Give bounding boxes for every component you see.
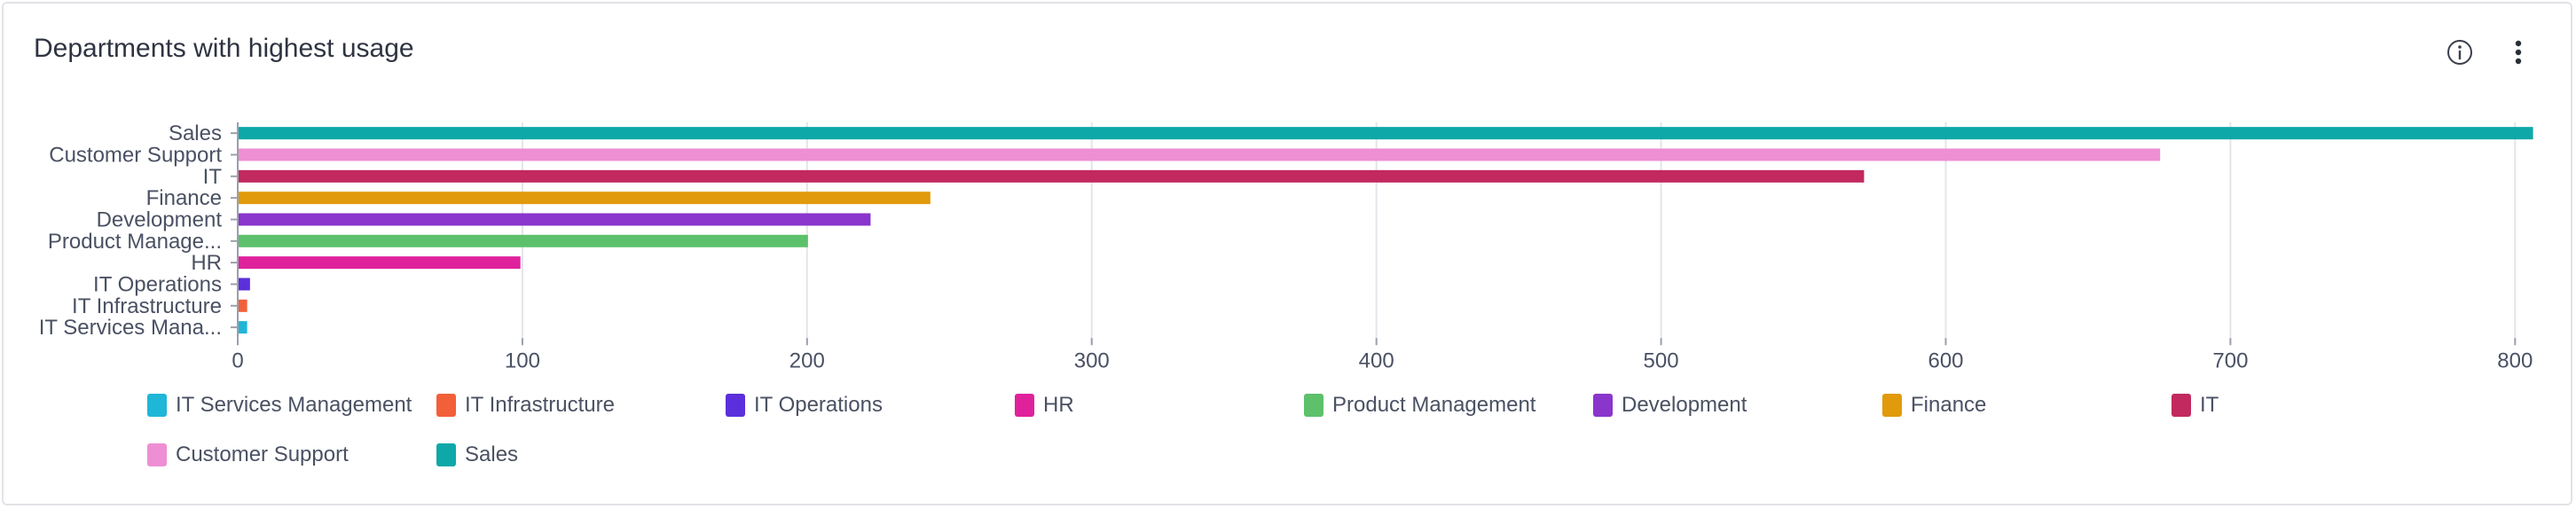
bar	[239, 321, 247, 334]
legend-label: Finance	[1911, 393, 1987, 417]
chart-legend: IT Services Management IT Infrastructure I…	[147, 392, 2418, 468]
category-label: Customer Support	[49, 143, 222, 167]
legend-swatch	[1593, 394, 1613, 417]
legend-swatch	[2172, 394, 2191, 417]
legend-label: Customer Support	[176, 442, 349, 466]
legend-swatch	[1015, 394, 1034, 417]
x-tick-label: 300	[1074, 348, 1110, 372]
legend-label: IT	[2200, 393, 2219, 417]
category-label: HR	[191, 251, 222, 275]
x-tick-label: 0	[232, 348, 243, 372]
legend-swatch	[147, 394, 167, 417]
category-label: Finance	[146, 186, 222, 210]
bar	[239, 234, 808, 247]
x-tick-label: 600	[1928, 348, 1963, 372]
x-tick-label: 700	[2212, 348, 2248, 372]
legend-swatch	[436, 394, 456, 417]
bar	[239, 148, 2161, 161]
bar	[239, 213, 871, 226]
legend-item[interactable]: IT	[2172, 392, 2461, 419]
info-icon[interactable]	[2443, 35, 2477, 69]
bar	[239, 299, 247, 312]
bar	[239, 278, 250, 291]
legend-item[interactable]: Customer Support	[147, 442, 436, 468]
category-label: Sales	[169, 121, 222, 145]
x-tick-label: 400	[1359, 348, 1394, 372]
x-tick-label: 800	[2497, 348, 2533, 372]
legend-item[interactable]: Product Management	[1304, 392, 1593, 419]
x-tick-label: 100	[505, 348, 540, 372]
legend-item[interactable]: HR	[1015, 392, 1304, 419]
bar	[239, 256, 521, 270]
legend-label: Development	[1622, 393, 1747, 417]
legend-item[interactable]: Development	[1593, 392, 1882, 419]
legend-label: Sales	[465, 442, 519, 466]
category-label: IT Services Mana...	[39, 316, 222, 340]
x-tick-label: 200	[789, 348, 825, 372]
legend-item[interactable]: Finance	[1882, 392, 2172, 419]
category-label: IT Operations	[93, 272, 222, 296]
legend-item[interactable]: IT Services Management	[147, 392, 436, 419]
card-title: Departments with highest usage	[34, 34, 414, 63]
bar	[239, 127, 2533, 140]
legend-swatch	[1304, 394, 1323, 417]
legend-swatch	[436, 443, 456, 466]
category-label: Development	[97, 208, 223, 231]
legend-item[interactable]: Sales	[436, 442, 726, 468]
legend-swatch	[147, 443, 167, 466]
category-label: IT	[203, 165, 223, 189]
legend-label: HR	[1043, 393, 1074, 417]
legend-swatch	[726, 394, 745, 417]
more-options-icon[interactable]	[2501, 35, 2535, 69]
legend-label: IT Services Management	[176, 393, 412, 417]
legend-swatch	[1882, 394, 1902, 417]
category-label: Product Manage...	[48, 230, 222, 254]
card-actions	[2443, 35, 2535, 69]
legend-label: IT Infrastructure	[465, 393, 615, 417]
legend-label: IT Operations	[754, 393, 883, 417]
bar	[239, 192, 931, 205]
category-label: IT Infrastructure	[72, 294, 222, 318]
x-tick-label: 500	[1644, 348, 1679, 372]
legend-item[interactable]: IT Infrastructure	[436, 392, 726, 419]
legend-label: Product Management	[1332, 393, 1536, 417]
legend-item[interactable]: IT Operations	[726, 392, 1015, 419]
bar	[239, 169, 1865, 183]
